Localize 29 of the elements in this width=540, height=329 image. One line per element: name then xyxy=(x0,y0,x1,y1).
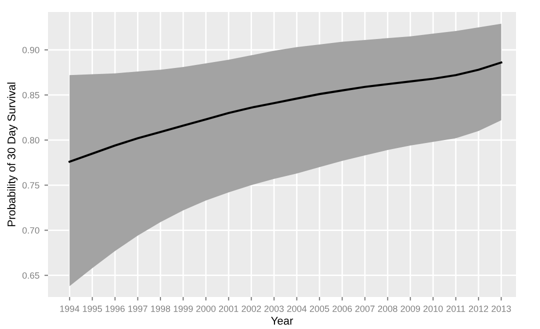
y-tick-label: 0.70 xyxy=(22,227,40,234)
y-tick-label: 0.80 xyxy=(22,137,40,144)
x-tick-label: 1997 xyxy=(128,306,148,312)
x-tick-label: 2001 xyxy=(219,306,238,312)
x-tick-label: 2010 xyxy=(423,306,443,312)
y-tick-label: 0.90 xyxy=(22,46,40,54)
x-tick-label: 2008 xyxy=(378,306,398,312)
x-tick-label: 2005 xyxy=(310,306,330,312)
y-tick-label: 0.85 xyxy=(22,92,40,98)
y-tick-label: 0.65 xyxy=(22,272,40,279)
y-axis-title: Probability of 30 Day Survival xyxy=(7,82,18,226)
x-tick-label: 2012 xyxy=(468,306,488,312)
y-tick-label: 0.75 xyxy=(22,182,40,189)
x-tick-label: 1995 xyxy=(82,306,102,312)
x-tick-label: 2004 xyxy=(287,306,307,312)
x-tick-label: 2002 xyxy=(242,306,261,312)
x-tick-label: 1998 xyxy=(151,306,170,312)
line-series xyxy=(68,61,502,163)
x-tick-label: 2006 xyxy=(332,306,352,312)
x-tick-label: 1999 xyxy=(174,306,193,312)
x-tick-label: 2013 xyxy=(492,306,511,312)
x-tick-label: 2009 xyxy=(400,306,420,312)
x-tick-label: 2000 xyxy=(196,306,216,312)
x-tick-label: 1996 xyxy=(106,306,125,312)
x-tick-label: 2003 xyxy=(264,306,284,312)
x-tick-label: 2011 xyxy=(446,306,466,312)
x-tick-label: 1994 xyxy=(60,306,80,312)
x-axis-title: Year xyxy=(271,316,294,325)
x-tick-label: 2007 xyxy=(355,306,375,312)
